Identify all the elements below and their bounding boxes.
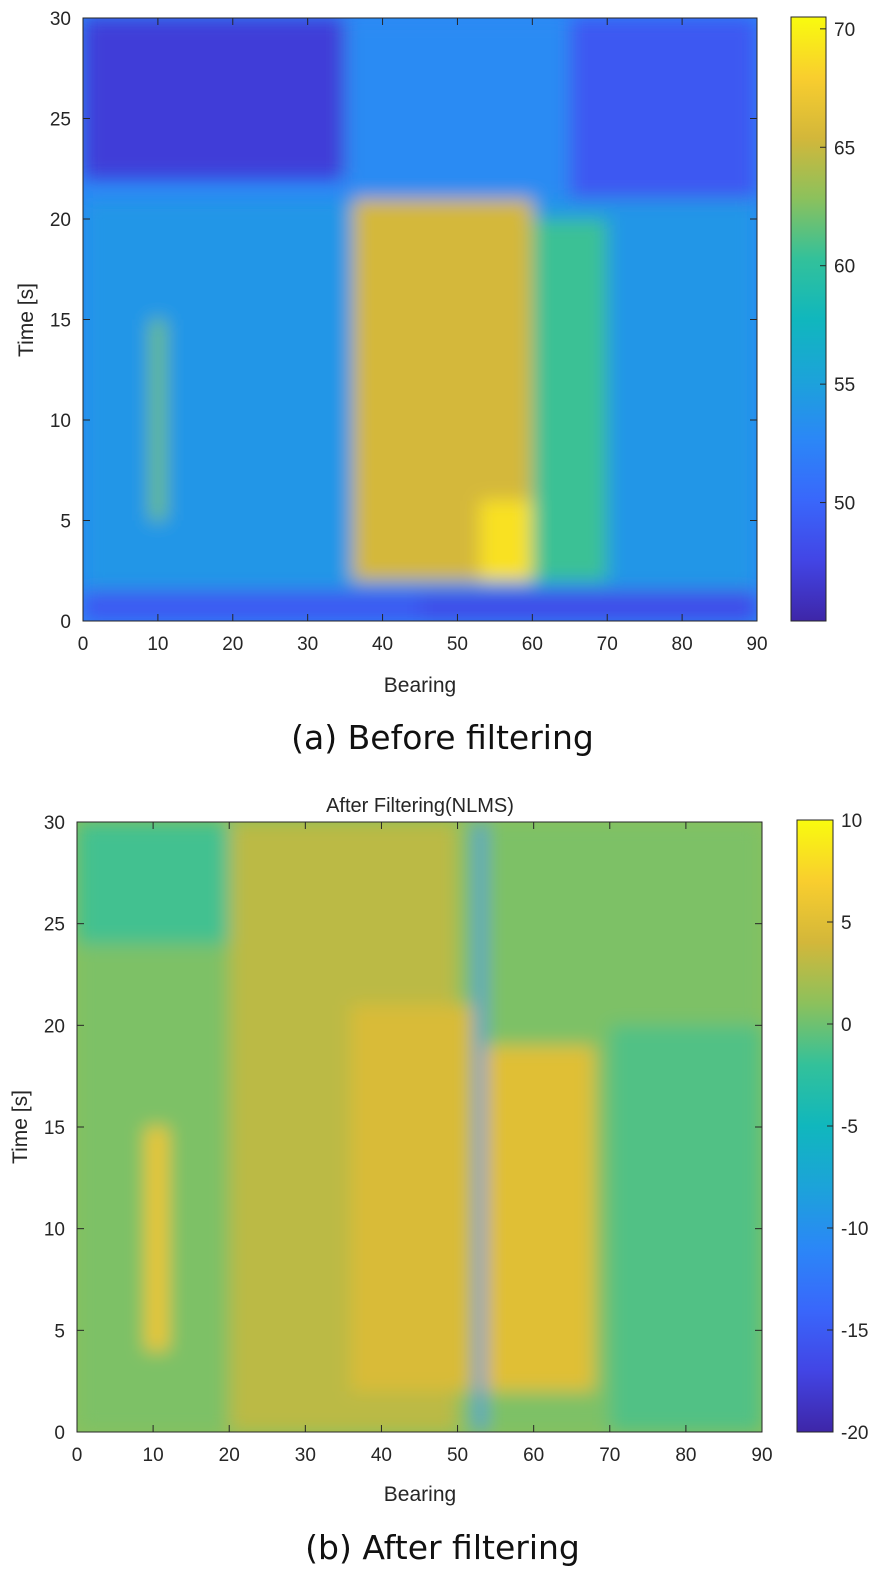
y-axis-label-b: Time [s]	[9, 1090, 32, 1164]
heat-cell-a-7	[83, 18, 346, 179]
caption-b: (b) After filtering	[305, 1528, 580, 1567]
colorbar-a	[790, 16, 827, 622]
colorbar-tick-label-b: 0	[841, 1015, 852, 1036]
colorbar-tick-label-a: 65	[834, 138, 855, 159]
heat-cell-b-6	[609, 1025, 762, 1432]
y-tick-label-a: 0	[60, 612, 71, 633]
x-tick-label-b: 10	[143, 1445, 164, 1466]
colorbar-tick-label-a: 55	[834, 375, 855, 396]
x-tick-label-a: 40	[372, 634, 393, 655]
heat-cell-a-2	[532, 219, 608, 581]
y-tick-label-a: 25	[50, 110, 71, 131]
heat-cell-a-4	[150, 319, 166, 521]
heat-cell-a-6	[83, 590, 420, 621]
y-tick-label-a: 5	[60, 512, 71, 533]
y-tick-label-b: 5	[54, 1321, 65, 1342]
caption-a: (a) Before filtering	[291, 718, 594, 757]
colorbar-tick-label-a: 60	[834, 257, 855, 278]
y-tick-label-a: 20	[50, 210, 71, 231]
y-tick-label-b: 10	[44, 1220, 65, 1241]
x-axis-label-a: Bearing	[384, 674, 456, 697]
heat-cell-b-7	[77, 822, 230, 944]
y-tick-label-b: 20	[44, 1016, 65, 1037]
heat-cell-a-9	[569, 18, 757, 199]
x-tick-label-b: 30	[295, 1445, 316, 1466]
x-tick-label-b: 20	[219, 1445, 240, 1466]
x-tick-label-b: 90	[751, 1445, 772, 1466]
colorbar-tick-label-a: 70	[834, 20, 855, 41]
x-tick-label-a: 60	[522, 634, 543, 655]
y-tick-label-a: 30	[50, 9, 71, 30]
heat-cell-a-3	[479, 500, 533, 581]
y-tick-label-b: 30	[44, 813, 65, 834]
x-tick-label-a: 80	[672, 634, 693, 655]
x-tick-label-a: 10	[147, 634, 168, 655]
x-tick-label-b: 0	[72, 1445, 83, 1466]
x-tick-label-b: 70	[599, 1445, 620, 1466]
colorbar-tick-label-b: -20	[841, 1423, 868, 1444]
x-tick-label-a: 0	[78, 634, 89, 655]
colorbar-tick-label-b: 5	[841, 913, 852, 934]
x-axis-label-b: Bearing	[384, 1483, 456, 1506]
x-tick-label-b: 50	[447, 1445, 468, 1466]
colorbar-tick-label-b: 10	[841, 811, 862, 832]
chart-title-b: After Filtering(NLMS)	[326, 795, 514, 817]
x-tick-label-a: 50	[447, 634, 468, 655]
colorbar-tick-label-a: 50	[834, 494, 855, 515]
y-tick-label-b: 25	[44, 915, 65, 936]
colorbar-tick-label-b: -5	[841, 1117, 858, 1138]
x-tick-label-a: 90	[746, 634, 767, 655]
y-tick-label-b: 0	[54, 1423, 65, 1444]
y-tick-label-a: 15	[50, 311, 71, 332]
heat-cell-b-4	[145, 1127, 169, 1351]
heatmap-b	[77, 822, 762, 1432]
colorbar-tick-label-b: -10	[841, 1219, 868, 1240]
x-tick-label-a: 70	[597, 634, 618, 655]
x-tick-label-b: 80	[675, 1445, 696, 1466]
y-axis-label-a: Time [s]	[15, 283, 38, 357]
heat-cell-b-2	[351, 1005, 473, 1392]
heat-cell-a-8	[345, 18, 570, 199]
y-tick-label-b: 15	[44, 1118, 65, 1139]
panel-b: After Filtering(NLMS) 0 10 20 30 40 50 60 70 80 9…	[9, 795, 868, 1506]
colorbar-tick-label-b: -15	[841, 1321, 868, 1342]
x-tick-label-a: 30	[297, 634, 318, 655]
x-tick-label-b: 60	[523, 1445, 544, 1466]
x-tick-label-b: 40	[371, 1445, 392, 1466]
x-tick-label-a: 20	[222, 634, 243, 655]
heat-cell-b-5	[476, 822, 485, 1432]
heatmap-a	[83, 18, 757, 621]
heat-cell-b-3	[480, 1045, 595, 1392]
y-tick-label-a: 10	[50, 411, 71, 432]
heat-cell-a-5	[420, 590, 757, 621]
